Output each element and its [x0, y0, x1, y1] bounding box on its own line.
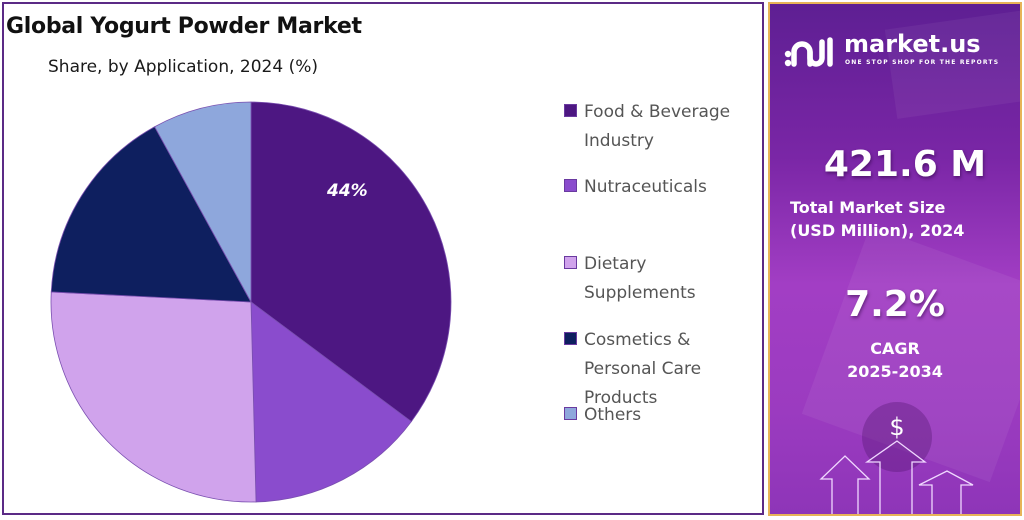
cagr-label: CAGR 2025-2034 — [847, 339, 943, 381]
market-size-value: 421.6 M — [823, 144, 987, 185]
legend-swatch — [564, 104, 577, 117]
cagr-value: 7.2% — [845, 284, 945, 325]
legend-label: Dietary Supplements — [584, 254, 696, 303]
legend-label: Food & Beverage Industry — [584, 102, 731, 151]
brand-name: market.us — [844, 30, 981, 58]
brand-logo: market.us ONE STOP SHOP FOR THE REPORTS — [784, 30, 1014, 72]
dollar-icon: $ — [889, 413, 904, 441]
summary-panel: market.us ONE STOP SHOP FOR THE REPORTS … — [768, 2, 1022, 516]
legend-label: Others — [584, 405, 642, 425]
pie-slice-nutraceuticals — [250, 301, 412, 503]
pie-slice-food-beverage — [250, 101, 452, 423]
legend-label: Nutraceuticals — [584, 177, 707, 197]
legend-swatch — [564, 179, 577, 192]
legend-swatch — [564, 407, 577, 420]
pie-slice-others — [154, 101, 252, 303]
market-us-logo-icon — [784, 37, 833, 67]
market-size-label: Total Market Size (USD Million), 2024 — [790, 198, 965, 240]
legend-swatch — [564, 332, 577, 345]
background-circle — [862, 402, 932, 472]
pie-slice-dietary-supplements — [50, 291, 257, 503]
chart-title: Global Yogurt Powder Market — [6, 14, 362, 39]
pie-slice-cosmetics — [50, 126, 252, 303]
slice-label-food-beverage: 44% — [327, 181, 368, 201]
brand-tagline: ONE STOP SHOP FOR THE REPORTS — [845, 59, 1000, 66]
legend-swatch — [564, 256, 577, 269]
legend-label: Cosmetics & Personal Care Products — [584, 330, 702, 408]
pie-chart — [50, 101, 452, 503]
growth-arrows-icon: $ — [819, 413, 974, 514]
chart-subtitle: Share, by Application, 2024 (%) — [48, 57, 318, 77]
